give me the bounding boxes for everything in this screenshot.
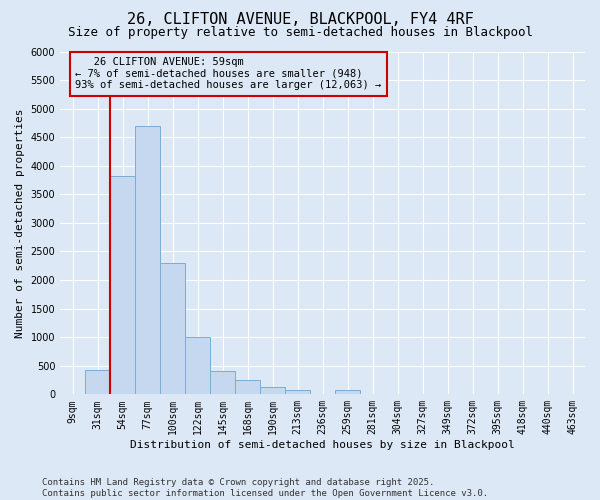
Text: Contains HM Land Registry data © Crown copyright and database right 2025.
Contai: Contains HM Land Registry data © Crown c… (42, 478, 488, 498)
Bar (185, 337, 210, 394)
Bar (285, 390, 310, 394)
Bar (210, 372, 235, 394)
X-axis label: Distribution of semi-detached houses by size in Blackpool: Distribution of semi-detached houses by … (130, 440, 515, 450)
Text: 26 CLIFTON AVENUE: 59sqm
← 7% of semi-detached houses are smaller (948)
93% of s: 26 CLIFTON AVENUE: 59sqm ← 7% of semi-de… (75, 57, 382, 90)
Bar (135, 126, 160, 394)
Text: Size of property relative to semi-detached houses in Blackpool: Size of property relative to semi-detach… (67, 26, 533, 39)
Bar (235, 380, 260, 394)
Y-axis label: Number of semi-detached properties: Number of semi-detached properties (15, 108, 25, 338)
Text: 26, CLIFTON AVENUE, BLACKPOOL, FY4 4RF: 26, CLIFTON AVENUE, BLACKPOOL, FY4 4RF (127, 12, 473, 28)
Bar (160, 263, 185, 394)
Bar (85, 370, 110, 394)
Bar (335, 390, 360, 394)
Bar (110, 176, 135, 394)
Bar (260, 387, 285, 394)
